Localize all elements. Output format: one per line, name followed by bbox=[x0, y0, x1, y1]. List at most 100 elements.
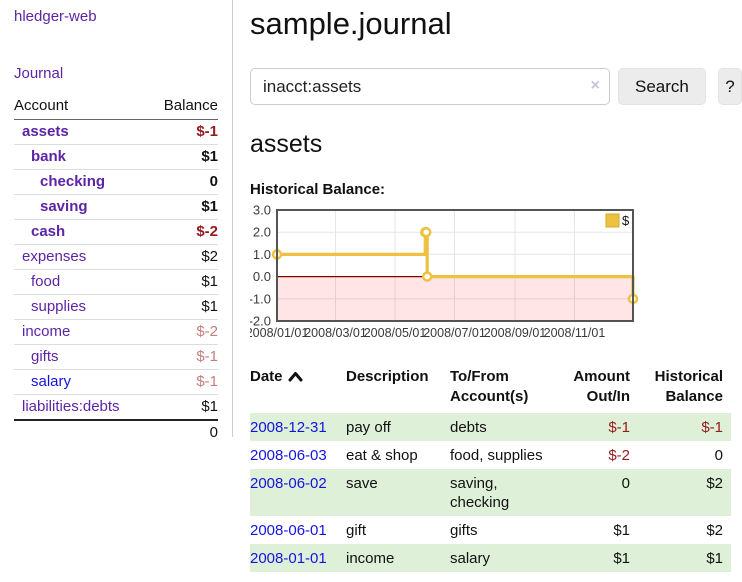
clear-search-icon[interactable]: × bbox=[590, 77, 600, 94]
account-link[interactable]: saving bbox=[40, 198, 88, 215]
transaction-amount: 0 bbox=[621, 475, 630, 492]
account-link[interactable]: income bbox=[22, 323, 71, 340]
transaction-date-link[interactable]: 2008-01-01 bbox=[250, 550, 327, 567]
account-balance: $-1 bbox=[148, 369, 218, 395]
account-balance: $-2 bbox=[148, 219, 218, 245]
transaction-balance: $1 bbox=[706, 550, 723, 567]
register-header-accounts: To/From Account(s) bbox=[450, 368, 529, 405]
svg-text:2008/07/01: 2008/07/01 bbox=[423, 326, 486, 340]
account-row: assets $-1 bbox=[14, 119, 218, 145]
account-row: liabilities:debts $1 bbox=[14, 394, 218, 421]
svg-text:2008/05/01: 2008/05/01 bbox=[364, 326, 427, 340]
svg-text:1.0: 1.0 bbox=[253, 247, 271, 262]
account-balance: $1 bbox=[148, 294, 218, 320]
transaction-accounts: food, supplies bbox=[450, 447, 543, 464]
account-link[interactable]: bank bbox=[31, 148, 67, 165]
register-row: 2008-06-01 gift gifts $1 $2 bbox=[250, 516, 731, 544]
account-balance: $2 bbox=[148, 244, 218, 270]
chart-canvas: $3.0 2.0 1.0 0.0 -1.0 -2.02008/01/012008/03/0… bbox=[246, 203, 639, 340]
historical-balance-chart: $3.0 2.0 1.0 0.0 -1.0 -2.0 2008/01/01 2008/03/0… bbox=[246, 202, 742, 349]
account-row: cash $-2 bbox=[14, 219, 218, 245]
transaction-accounts: salary bbox=[450, 550, 491, 567]
svg-text:$: $ bbox=[622, 213, 630, 228]
account-row: food $1 bbox=[14, 269, 218, 295]
register-row: 2008-12-31 pay off debts $-1 $-1 bbox=[250, 413, 731, 441]
transaction-accounts: gifts bbox=[450, 522, 478, 539]
transaction-description: save bbox=[346, 475, 378, 492]
help-button[interactable]: ? bbox=[717, 68, 742, 105]
account-row: checking 0 bbox=[14, 169, 218, 195]
transaction-amount: $-1 bbox=[608, 419, 630, 436]
transaction-balance: $2 bbox=[706, 475, 723, 492]
register-row: 2008-06-03 eat & shop food, supplies $-2 0 bbox=[250, 441, 731, 469]
transaction-date-link[interactable]: 2008-06-01 bbox=[250, 522, 327, 539]
account-row: salary $-1 bbox=[14, 369, 218, 395]
transaction-date-link[interactable]: 2008-06-03 bbox=[250, 447, 327, 464]
register-table: Date Description To/From Account(s) Amou… bbox=[250, 365, 731, 572]
sidebar: hledger-web Journal Account Balance asse… bbox=[0, 0, 233, 441]
account-link[interactable]: assets bbox=[22, 123, 69, 140]
search-form: × Search ? bbox=[250, 68, 742, 105]
accounts-total: 0 bbox=[209, 424, 218, 441]
account-balance: $1 bbox=[148, 269, 218, 295]
page-title: sample.journal bbox=[250, 6, 452, 41]
account-balance: $1 bbox=[148, 194, 218, 220]
transaction-amount: $1 bbox=[613, 550, 630, 567]
svg-text:2008/03/01: 2008/03/01 bbox=[304, 326, 367, 340]
accounts-table: Account Balance assets $-1 bank $1 checking 0… bbox=[14, 94, 218, 445]
svg-text:-2.0: -2.0 bbox=[250, 314, 271, 329]
account-heading: assets bbox=[250, 130, 323, 158]
svg-text:2.0: 2.0 bbox=[253, 225, 271, 240]
main-content: sample.journal × Search ? assets Histori… bbox=[246, 0, 742, 572]
svg-text:2008/01/01: 2008/01/01 bbox=[250, 326, 308, 340]
account-balance: 0 bbox=[148, 169, 218, 195]
account-link[interactable]: cash bbox=[31, 223, 66, 240]
account-link[interactable]: salary bbox=[31, 373, 72, 390]
transaction-description: gift bbox=[346, 522, 367, 539]
transaction-date-link[interactable]: 2008-12-31 bbox=[250, 419, 327, 436]
register-header-balance: Historical Balance bbox=[654, 368, 723, 405]
account-link[interactable]: expenses bbox=[22, 248, 87, 265]
account-balance: $-1 bbox=[148, 344, 218, 370]
account-link[interactable]: gifts bbox=[31, 348, 59, 365]
transaction-description: pay off bbox=[346, 419, 391, 436]
transaction-balance: 0 bbox=[714, 447, 723, 464]
register-row: 2008-01-01 income salary $1 $1 bbox=[250, 544, 731, 572]
register-header-amount: Amount Out/In bbox=[573, 368, 630, 405]
register-header-description: Description bbox=[346, 368, 429, 385]
transaction-balance: $-1 bbox=[701, 419, 723, 436]
account-balance: $1 bbox=[148, 144, 218, 170]
transaction-description: eat & shop bbox=[346, 447, 418, 464]
account-link[interactable]: food bbox=[31, 273, 61, 290]
account-row: expenses $2 bbox=[14, 244, 218, 270]
app-title-link[interactable]: hledger-web bbox=[14, 8, 97, 25]
account-balance: $-2 bbox=[148, 319, 218, 345]
account-link[interactable]: liabilities:debts bbox=[22, 398, 120, 415]
register-header-date[interactable]: Date bbox=[250, 365, 346, 413]
account-link[interactable]: supplies bbox=[31, 298, 87, 315]
search-button[interactable]: Search bbox=[618, 68, 706, 105]
account-row: gifts $-1 bbox=[14, 344, 218, 370]
chart-label: Historical Balance: bbox=[250, 181, 386, 198]
sidebar-item-journal[interactable]: Journal bbox=[14, 65, 64, 82]
transaction-date-link[interactable]: 2008-06-02 bbox=[250, 475, 327, 492]
account-row: supplies $1 bbox=[14, 294, 218, 320]
account-row: income $-2 bbox=[14, 319, 218, 345]
accounts-header-account: Account bbox=[14, 94, 149, 120]
account-balance: $1 bbox=[148, 394, 218, 421]
svg-text:2008/09/01: 2008/09/01 bbox=[484, 326, 547, 340]
svg-text:0.0: 0.0 bbox=[253, 269, 271, 284]
account-row: saving $1 bbox=[14, 194, 218, 220]
accounts-header-balance: Balance bbox=[148, 94, 218, 120]
accounts-total-row: 0 bbox=[14, 420, 218, 445]
svg-text:3.0: 3.0 bbox=[253, 203, 271, 218]
chevron-up-icon bbox=[288, 372, 303, 382]
transaction-balance: $2 bbox=[706, 522, 723, 539]
register-row: 2008-06-02 save saving, checking 0 $2 bbox=[250, 469, 731, 516]
account-row: bank $1 bbox=[14, 144, 218, 170]
transaction-amount: $-2 bbox=[608, 447, 630, 464]
transaction-accounts: saving, checking bbox=[450, 475, 510, 511]
search-input[interactable] bbox=[250, 68, 610, 105]
transaction-accounts: debts bbox=[450, 419, 487, 436]
account-link[interactable]: checking bbox=[40, 173, 106, 190]
